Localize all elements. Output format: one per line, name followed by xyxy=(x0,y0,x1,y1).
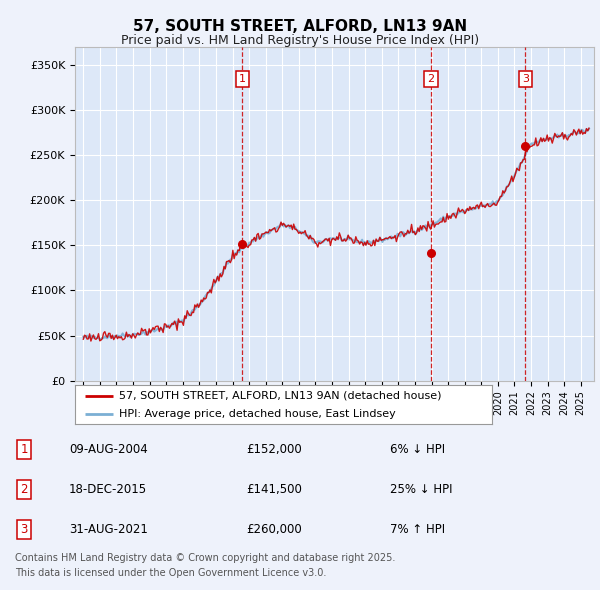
Text: 2: 2 xyxy=(427,74,434,84)
Text: £260,000: £260,000 xyxy=(246,523,302,536)
Text: This data is licensed under the Open Government Licence v3.0.: This data is licensed under the Open Gov… xyxy=(15,568,326,578)
Text: 1: 1 xyxy=(20,443,28,456)
Text: 7% ↑ HPI: 7% ↑ HPI xyxy=(390,523,445,536)
Text: £141,500: £141,500 xyxy=(246,483,302,496)
Text: 57, SOUTH STREET, ALFORD, LN13 9AN: 57, SOUTH STREET, ALFORD, LN13 9AN xyxy=(133,19,467,34)
Text: 6% ↓ HPI: 6% ↓ HPI xyxy=(390,443,445,456)
Text: Contains HM Land Registry data © Crown copyright and database right 2025.: Contains HM Land Registry data © Crown c… xyxy=(15,553,395,563)
Text: 31-AUG-2021: 31-AUG-2021 xyxy=(69,523,148,536)
Text: 2: 2 xyxy=(20,483,28,496)
Text: 09-AUG-2004: 09-AUG-2004 xyxy=(69,443,148,456)
Text: 18-DEC-2015: 18-DEC-2015 xyxy=(69,483,147,496)
Text: Price paid vs. HM Land Registry's House Price Index (HPI): Price paid vs. HM Land Registry's House … xyxy=(121,34,479,47)
Text: HPI: Average price, detached house, East Lindsey: HPI: Average price, detached house, East… xyxy=(119,409,395,419)
Text: £152,000: £152,000 xyxy=(246,443,302,456)
Text: 3: 3 xyxy=(20,523,28,536)
Text: 3: 3 xyxy=(522,74,529,84)
Text: 57, SOUTH STREET, ALFORD, LN13 9AN (detached house): 57, SOUTH STREET, ALFORD, LN13 9AN (deta… xyxy=(119,391,441,401)
Text: 25% ↓ HPI: 25% ↓ HPI xyxy=(390,483,452,496)
Text: 1: 1 xyxy=(239,74,246,84)
